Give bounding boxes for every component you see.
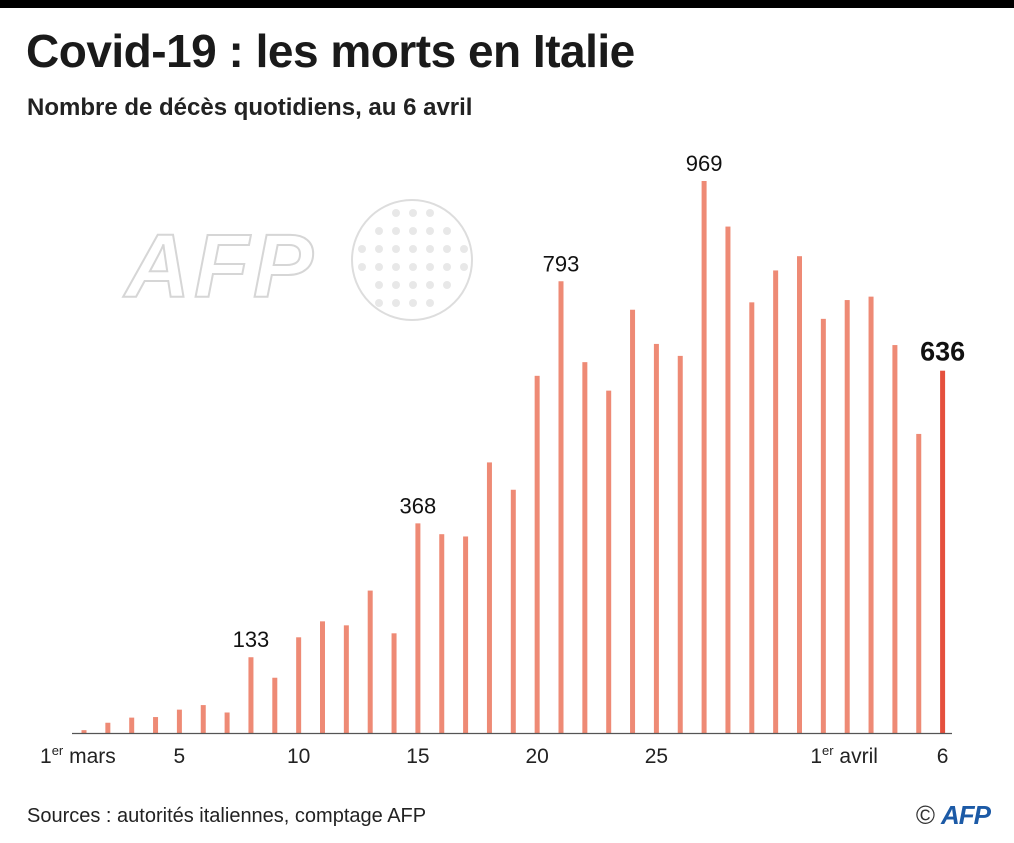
bar-26 xyxy=(677,355,683,733)
watermark-dot xyxy=(409,209,417,217)
bar-23 xyxy=(606,390,612,733)
bar-30 xyxy=(773,270,779,733)
watermark-dot xyxy=(409,281,417,289)
data-label: 969 xyxy=(686,151,723,176)
afp-logo: AFP xyxy=(941,800,991,830)
data-label: 636 xyxy=(920,337,965,367)
watermark-dot xyxy=(409,227,417,235)
x-tick-label: 1er mars xyxy=(40,743,116,768)
watermark-dot xyxy=(392,245,400,253)
watermark-dot xyxy=(426,245,434,253)
chart-title: Covid-19 : les morts en Italie xyxy=(26,25,635,77)
watermark-dot xyxy=(392,227,400,235)
bar-31 xyxy=(797,256,802,733)
watermark-dot xyxy=(392,263,400,271)
x-tick-label: 5 xyxy=(174,745,186,768)
watermark-dot xyxy=(358,263,366,271)
watermark-dot xyxy=(392,281,400,289)
bar-1-mars xyxy=(81,730,87,733)
x-tick-label: 6 xyxy=(937,745,949,768)
watermark-dot xyxy=(460,263,468,271)
bar-5 xyxy=(916,433,922,733)
watermark-dot xyxy=(409,263,417,271)
watermark-dot xyxy=(443,263,451,271)
bar-7 xyxy=(224,712,230,733)
watermark-dot xyxy=(426,209,434,217)
x-tick-label: 25 xyxy=(645,745,668,768)
bar-29 xyxy=(749,302,755,733)
bar-6 xyxy=(940,370,946,733)
bar-27 xyxy=(701,181,707,733)
watermark-dot xyxy=(443,227,451,235)
bar-22 xyxy=(582,362,588,733)
watermark-dot xyxy=(409,299,417,307)
bar-21 xyxy=(558,281,564,733)
watermark-dot xyxy=(426,299,434,307)
bar-17 xyxy=(463,536,469,733)
bar-19 xyxy=(510,489,516,733)
x-tick-label: 20 xyxy=(525,745,548,768)
bar-13 xyxy=(367,590,373,733)
watermark-dot xyxy=(426,263,434,271)
copyright-icon: © xyxy=(915,800,935,830)
bar-6 xyxy=(200,705,206,733)
bar-1-avril xyxy=(820,318,826,733)
watermark-dot xyxy=(375,245,383,253)
watermark-dot xyxy=(392,209,400,217)
bar-3 xyxy=(868,296,874,733)
bar-16 xyxy=(439,534,445,733)
bar-8 xyxy=(248,657,254,733)
bar-4 xyxy=(892,345,898,733)
chart-subtitle: Nombre de décès quotidiens, au 6 avril xyxy=(27,94,473,121)
top-rule xyxy=(0,0,1014,8)
bar-10 xyxy=(296,637,302,733)
afp-watermark: AFP xyxy=(123,217,317,317)
watermark-dot xyxy=(375,281,383,289)
watermark-dot xyxy=(426,281,434,289)
watermark-dot xyxy=(392,299,400,307)
watermark-dot xyxy=(443,245,451,253)
sources-note: Sources : autorités italiennes, comptage… xyxy=(27,805,427,827)
bar-20 xyxy=(534,375,540,733)
watermark-dot xyxy=(358,245,366,253)
bar-2 xyxy=(105,722,111,733)
bar-18 xyxy=(486,462,492,733)
x-tick-label: 1er avril xyxy=(810,743,878,768)
x-tick-label: 15 xyxy=(406,745,429,768)
bar-2 xyxy=(844,300,850,733)
bar-5 xyxy=(176,709,182,733)
bar-24 xyxy=(630,309,636,733)
watermark-dot xyxy=(375,263,383,271)
watermark-dot xyxy=(375,299,383,307)
watermark-globe-icon xyxy=(351,199,473,321)
bar-11 xyxy=(320,621,325,733)
agency-credit: © AFP xyxy=(915,800,991,831)
bar-15 xyxy=(415,523,421,733)
watermark-dot xyxy=(426,227,434,235)
bar-28 xyxy=(725,226,731,733)
watermark-dot xyxy=(460,245,468,253)
watermark-dot xyxy=(409,245,417,253)
bar-25 xyxy=(653,343,659,733)
data-label: 368 xyxy=(400,493,437,518)
bar-12 xyxy=(343,625,349,733)
data-label: 133 xyxy=(233,627,270,652)
bar-3 xyxy=(129,717,135,733)
bar-14 xyxy=(391,633,397,733)
bar-4 xyxy=(153,717,159,733)
watermark-dot xyxy=(443,281,451,289)
bar-9 xyxy=(272,677,278,733)
x-tick-label: 10 xyxy=(287,745,310,768)
watermark-dot xyxy=(375,227,383,235)
data-label: 793 xyxy=(543,251,580,276)
